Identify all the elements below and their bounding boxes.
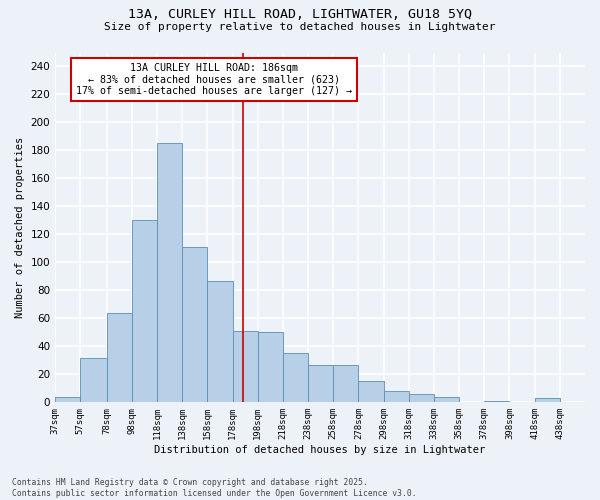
Y-axis label: Number of detached properties: Number of detached properties xyxy=(15,137,25,318)
Bar xyxy=(308,364,333,403)
Bar xyxy=(132,220,157,402)
Bar xyxy=(383,391,409,402)
X-axis label: Distribution of detached houses by size in Lightwater: Distribution of detached houses by size … xyxy=(154,445,486,455)
Bar xyxy=(182,247,208,402)
Bar xyxy=(107,313,132,402)
Bar xyxy=(258,332,283,402)
Bar xyxy=(333,364,358,403)
Text: Contains HM Land Registry data © Crown copyright and database right 2025.
Contai: Contains HM Land Registry data © Crown c… xyxy=(12,478,416,498)
Bar xyxy=(80,358,107,403)
Bar xyxy=(208,280,233,402)
Text: Size of property relative to detached houses in Lightwater: Size of property relative to detached ho… xyxy=(104,22,496,32)
Bar xyxy=(358,382,383,402)
Text: 13A, CURLEY HILL ROAD, LIGHTWATER, GU18 5YQ: 13A, CURLEY HILL ROAD, LIGHTWATER, GU18 … xyxy=(128,8,472,20)
Bar xyxy=(55,396,80,402)
Bar xyxy=(484,401,509,402)
Bar xyxy=(233,331,258,402)
Bar xyxy=(434,396,459,402)
Bar xyxy=(409,394,434,402)
Bar xyxy=(283,354,308,403)
Bar xyxy=(157,144,182,402)
Bar xyxy=(535,398,560,402)
Text: 13A CURLEY HILL ROAD: 186sqm
← 83% of detached houses are smaller (623)
17% of s: 13A CURLEY HILL ROAD: 186sqm ← 83% of de… xyxy=(76,63,352,96)
